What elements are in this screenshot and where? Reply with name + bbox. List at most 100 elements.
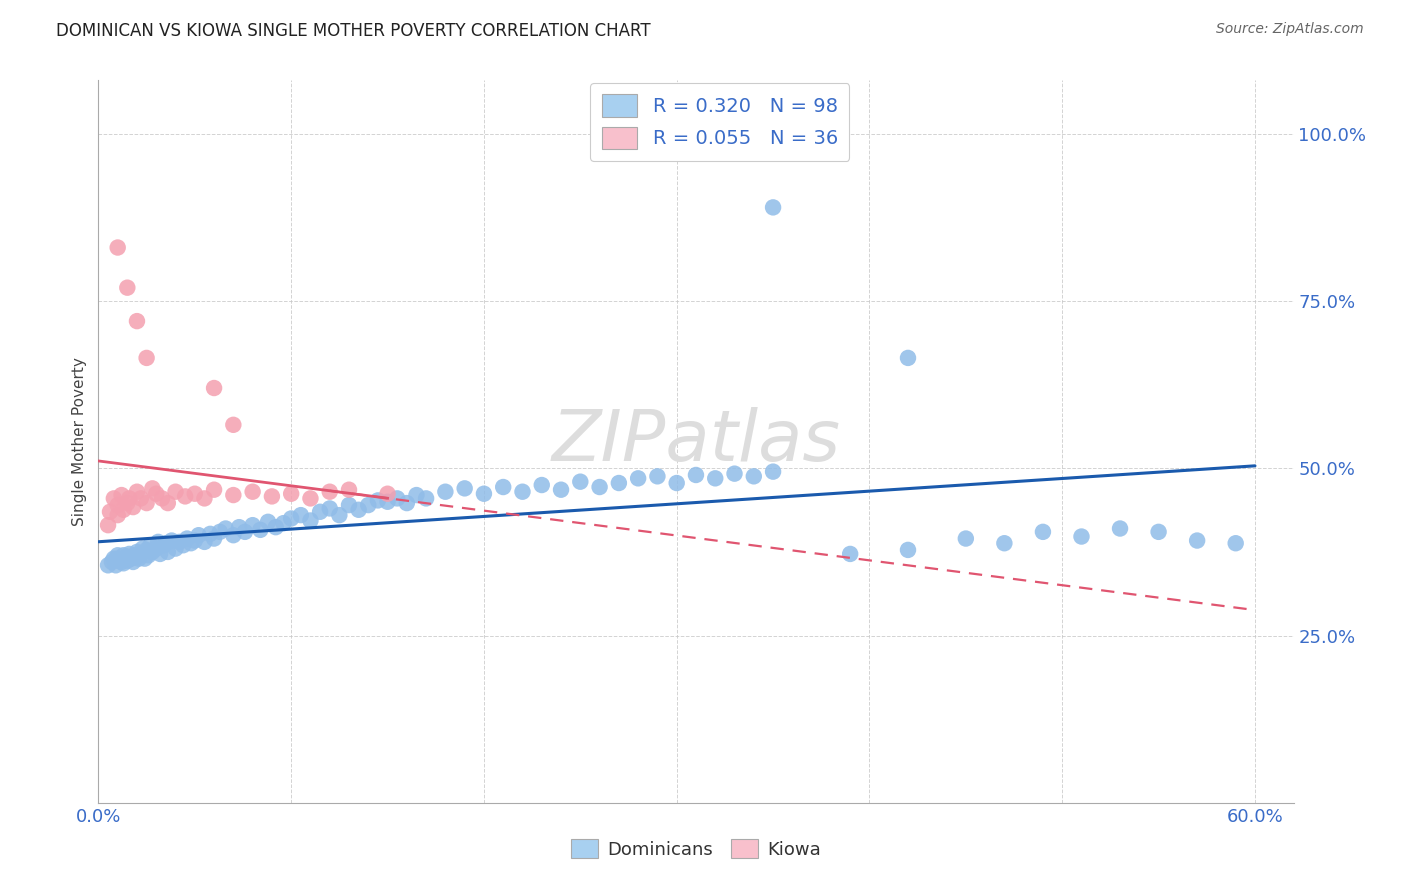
Point [117, 281, 139, 295]
Point [156, 496, 179, 510]
Point [290, 508, 312, 523]
Point [550, 483, 572, 497]
Point [135, 496, 157, 510]
Point [165, 484, 187, 499]
Point [742, 469, 765, 483]
Point [110, 555, 132, 569]
Point [139, 538, 162, 552]
Point [328, 508, 350, 523]
Point [415, 491, 437, 506]
Point [257, 515, 280, 529]
Point [337, 483, 360, 497]
Point [149, 547, 172, 561]
Point [169, 534, 191, 549]
Point [165, 541, 187, 556]
Point [377, 487, 399, 501]
Point [187, 528, 209, 542]
Point [117, 549, 139, 564]
Point [160, 533, 183, 548]
Point [112, 503, 135, 517]
Text: ZIPatlas: ZIPatlas [551, 407, 841, 476]
Point [184, 487, 207, 501]
Point [222, 528, 245, 542]
Point [222, 417, 245, 432]
Point [208, 524, 231, 539]
Point [434, 484, 457, 499]
Point [200, 526, 222, 541]
Point [107, 551, 129, 566]
Point [897, 542, 920, 557]
Point [118, 547, 141, 561]
Point [453, 482, 475, 496]
Point [1032, 524, 1054, 539]
Point [1109, 521, 1132, 535]
Point [150, 491, 173, 506]
Point [138, 548, 160, 563]
Text: DOMINICAN VS KIOWA SINGLE MOTHER POVERTY CORRELATION CHART: DOMINICAN VS KIOWA SINGLE MOTHER POVERTY… [56, 22, 651, 40]
Point [385, 491, 409, 506]
Point [955, 532, 977, 546]
Point [347, 503, 370, 517]
Point [145, 541, 167, 556]
Point [129, 491, 152, 506]
Point [1147, 524, 1170, 539]
Point [222, 488, 245, 502]
Point [309, 505, 332, 519]
Point [98, 505, 121, 519]
Point [228, 520, 250, 534]
Point [202, 483, 225, 497]
Point [128, 551, 150, 566]
Point [148, 534, 170, 549]
Point [101, 555, 124, 569]
Point [280, 511, 302, 525]
Legend: Dominicans, Kiowa: Dominicans, Kiowa [564, 832, 828, 866]
Point [665, 476, 688, 491]
Point [472, 487, 495, 501]
Point [122, 500, 145, 514]
Point [118, 491, 141, 506]
Point [174, 489, 197, 503]
Point [839, 547, 862, 561]
Point [512, 484, 534, 499]
Point [156, 545, 179, 559]
Point [704, 471, 727, 485]
Point [214, 521, 236, 535]
Point [97, 558, 120, 573]
Point [530, 478, 553, 492]
Point [299, 491, 322, 506]
Point [145, 487, 167, 501]
Point [762, 201, 785, 215]
Point [103, 491, 125, 506]
Point [184, 533, 207, 548]
Point [762, 465, 785, 479]
Point [141, 482, 163, 496]
Point [104, 558, 127, 573]
Point [125, 314, 148, 328]
Point [1185, 533, 1208, 548]
Point [122, 555, 145, 569]
Point [569, 475, 592, 489]
Point [129, 547, 152, 561]
Point [377, 494, 399, 508]
Point [897, 351, 920, 365]
Point [103, 551, 125, 566]
Point [112, 557, 135, 571]
Point [395, 496, 418, 510]
Point [202, 381, 225, 395]
Point [135, 542, 157, 557]
Point [723, 467, 745, 481]
Point [107, 498, 129, 512]
Point [172, 538, 194, 552]
Point [492, 480, 515, 494]
Point [319, 484, 342, 499]
Point [588, 480, 610, 494]
Point [1225, 536, 1247, 550]
Point [135, 351, 157, 365]
Point [141, 545, 163, 559]
Point [107, 548, 129, 563]
Point [155, 536, 177, 550]
Point [337, 498, 360, 512]
Text: Source: ZipAtlas.com: Source: ZipAtlas.com [1216, 22, 1364, 37]
Y-axis label: Single Mother Poverty: Single Mother Poverty [72, 357, 87, 526]
Point [107, 508, 129, 523]
